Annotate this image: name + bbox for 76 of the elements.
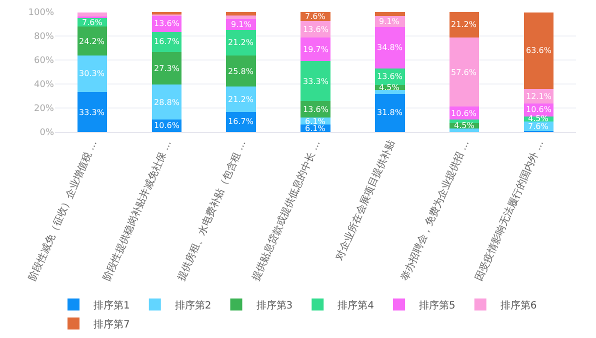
data-label: 6.1% bbox=[305, 117, 326, 126]
bar bbox=[226, 16, 256, 20]
x-tick-label: 阶段性减免（征收）企业增值税 ... bbox=[26, 138, 100, 283]
y-tick-label: 80% bbox=[34, 32, 54, 42]
data-label: 4.5% bbox=[528, 114, 549, 123]
legend-label: 排序第3 bbox=[256, 299, 293, 312]
data-label: 19.7% bbox=[303, 45, 329, 54]
data-label: 7.6% bbox=[528, 122, 549, 131]
bar bbox=[152, 84, 182, 120]
data-label: 25.8% bbox=[228, 67, 254, 76]
legend-label: 排序第5 bbox=[419, 299, 456, 312]
y-tick-label: 20% bbox=[34, 104, 54, 114]
bar bbox=[375, 12, 405, 16]
data-label: 30.3% bbox=[79, 69, 105, 78]
data-label: 33.3% bbox=[303, 77, 329, 86]
data-label: 4.5% bbox=[454, 121, 475, 130]
data-label: 24.2% bbox=[79, 37, 105, 46]
y-tick-label: 60% bbox=[34, 56, 54, 66]
data-label: 9.1% bbox=[231, 20, 252, 29]
data-label: 21.2% bbox=[451, 20, 477, 29]
bar bbox=[300, 61, 330, 102]
data-label: 57.6% bbox=[451, 68, 477, 77]
x-tick-label: 提供贴息贷款或提供低息的中长 ... bbox=[250, 138, 323, 283]
bar bbox=[449, 38, 480, 107]
bar bbox=[152, 52, 182, 85]
y-tick-label: 100% bbox=[28, 8, 54, 18]
bar bbox=[77, 26, 108, 56]
data-label: 13.6% bbox=[303, 105, 329, 114]
legend-label: 排序第6 bbox=[500, 299, 537, 312]
bar bbox=[226, 30, 256, 56]
data-label: 34.8% bbox=[377, 43, 403, 52]
bar bbox=[300, 37, 330, 62]
data-label: 13.6% bbox=[377, 72, 403, 81]
data-label: 21.2% bbox=[228, 95, 254, 104]
data-label: 12.1% bbox=[526, 92, 552, 101]
data-label: 9.1% bbox=[379, 17, 400, 26]
legend-label: 排序第7 bbox=[94, 318, 130, 330]
data-label: 4.5% bbox=[379, 83, 400, 92]
bar bbox=[375, 94, 405, 132]
x-tick-label: 对企业所在会展项目提供补贴 bbox=[333, 138, 398, 262]
data-label: 16.7% bbox=[228, 117, 254, 126]
x-tick-label: 提供房租、水电费补贴（包含租 ... bbox=[175, 138, 248, 283]
data-label: 10.6% bbox=[154, 121, 180, 130]
data-label: 7.6% bbox=[305, 12, 326, 21]
bar bbox=[449, 12, 480, 38]
bar bbox=[524, 12, 554, 90]
x-tick-label: 举办招聘会，免费为企业提供招 ... bbox=[398, 138, 472, 283]
data-label: 10.6% bbox=[526, 105, 552, 114]
data-label: 6.1% bbox=[305, 124, 326, 133]
x-tick-label: 阶段性提供稳岗补贴并减免社保 ... bbox=[100, 138, 174, 283]
bar bbox=[77, 56, 108, 92]
data-label: 31.8% bbox=[377, 108, 403, 117]
data-label: 10.6% bbox=[451, 109, 477, 118]
data-label: 27.3% bbox=[154, 64, 180, 73]
bar bbox=[226, 12, 256, 16]
y-tick-label: 0% bbox=[40, 128, 54, 138]
data-label: 13.6% bbox=[154, 19, 180, 28]
data-label: 13.6% bbox=[303, 25, 329, 34]
legend-label: 排序第4 bbox=[338, 299, 374, 312]
bar bbox=[375, 26, 405, 69]
data-label: 28.8% bbox=[154, 98, 180, 107]
bar bbox=[77, 12, 108, 16]
data-label: 63.6% bbox=[526, 46, 552, 55]
data-label: 16.7% bbox=[154, 37, 180, 46]
legend-label: 排序第2 bbox=[174, 299, 212, 312]
data-label: 21.2% bbox=[228, 38, 254, 47]
bar bbox=[375, 90, 405, 94]
bar bbox=[77, 92, 108, 132]
data-label: 7.6% bbox=[82, 18, 103, 27]
legend-label: 排序第1 bbox=[94, 299, 130, 312]
bar bbox=[226, 86, 256, 112]
bar bbox=[226, 56, 256, 87]
data-label: 33.3% bbox=[79, 108, 105, 117]
bar bbox=[449, 128, 480, 132]
y-tick-label: 40% bbox=[34, 80, 54, 90]
x-tick-label: 因受疫情影响无法履行的国内外 ... bbox=[473, 138, 546, 283]
